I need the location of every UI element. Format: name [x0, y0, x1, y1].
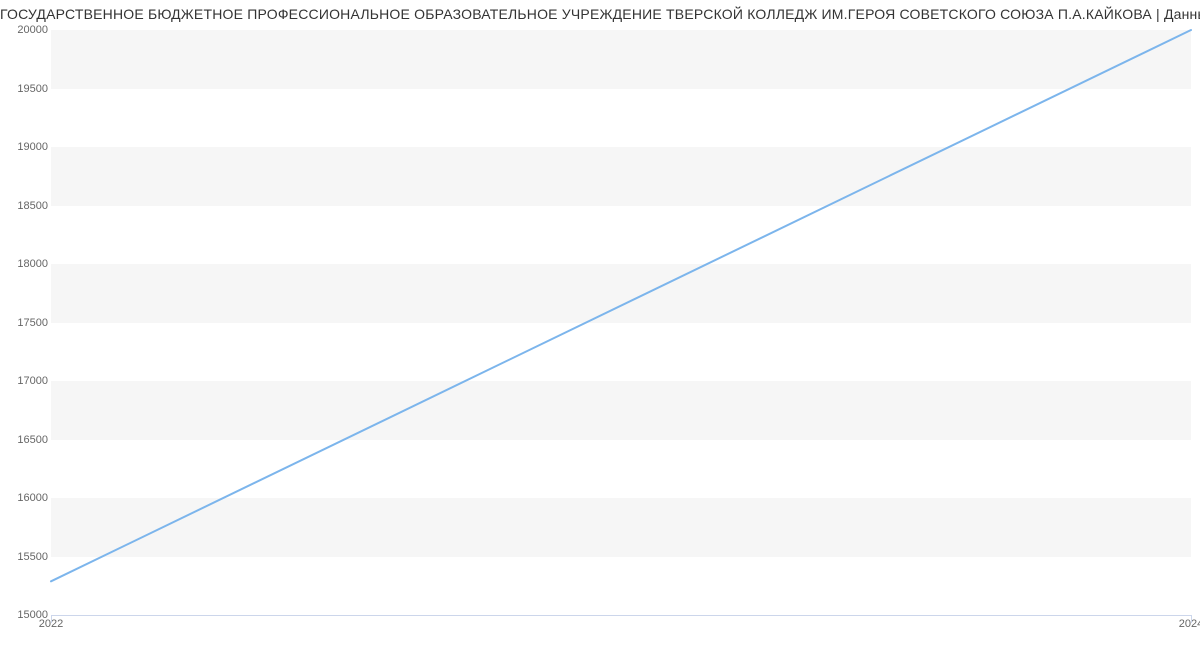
y-axis-tick-label: 17500: [4, 317, 48, 329]
y-axis-tick-label: 18500: [4, 200, 48, 212]
x-axis-line: [51, 615, 1191, 616]
x-axis-tick-label: 2024: [1179, 618, 1200, 630]
plot-area: [51, 30, 1191, 615]
x-axis-tick: [1191, 615, 1192, 623]
chart-container: ГОСУДАРСТВЕННОЕ БЮДЖЕТНОЕ ПРОФЕССИОНАЛЬН…: [0, 0, 1200, 650]
y-axis-tick-label: 16000: [4, 492, 48, 504]
y-axis-tick-label: 16500: [4, 434, 48, 446]
x-axis-tick: [51, 615, 52, 623]
y-axis-tick-label: 18000: [4, 258, 48, 270]
line-series: [51, 30, 1191, 615]
y-axis-tick-label: 19000: [4, 141, 48, 153]
y-axis-tick-label: 19500: [4, 83, 48, 95]
y-axis-tick-label: 15500: [4, 551, 48, 563]
series-line: [51, 30, 1191, 581]
y-axis-tick-label: 20000: [4, 24, 48, 36]
y-axis-tick-label: 17000: [4, 375, 48, 387]
chart-title: ГОСУДАРСТВЕННОЕ БЮДЖЕТНОЕ ПРОФЕССИОНАЛЬН…: [0, 6, 1200, 22]
